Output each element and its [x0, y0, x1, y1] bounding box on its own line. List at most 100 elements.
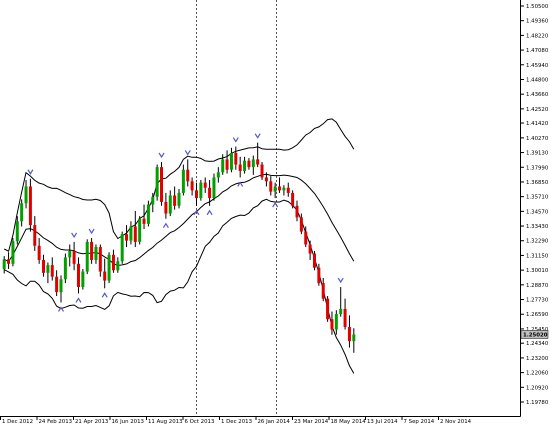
fractal-markers [27, 133, 344, 312]
candle [42, 254, 46, 277]
candle-body [120, 234, 124, 262]
price-tick-label: 1.48220 [526, 33, 549, 39]
time-tick-label: 2 Nov 2014 [440, 419, 472, 425]
price-tick-label: 1.19780 [526, 400, 549, 406]
candle [343, 298, 347, 330]
candle-body [347, 326, 351, 342]
fractal-down-marker [57, 306, 65, 312]
candle-body [24, 186, 28, 204]
candle-body [334, 314, 338, 330]
fractal-down-marker [101, 292, 108, 298]
candle [146, 200, 150, 227]
fractal-down-marker [75, 297, 82, 303]
time-tick-label: 21 Apr 2013 [75, 419, 108, 425]
candle-body [151, 196, 155, 205]
candle [85, 239, 89, 275]
fractal-up-marker [254, 133, 261, 139]
candle [120, 231, 124, 264]
candle-body [273, 186, 277, 192]
price-tick-label: 1.32290 [526, 239, 549, 245]
candle [24, 180, 28, 209]
candle [28, 178, 32, 232]
candle-body [190, 181, 194, 191]
candle [37, 238, 41, 264]
candle [326, 296, 330, 322]
candle-body [234, 152, 238, 165]
candle [308, 240, 312, 260]
candle [94, 244, 98, 264]
candle-body [33, 225, 37, 246]
candle [208, 180, 212, 206]
candle-body [133, 226, 137, 242]
candle-body [221, 159, 225, 173]
candle [103, 258, 107, 289]
candle [269, 176, 273, 196]
plot-area [0, 0, 520, 416]
candle-body [81, 271, 85, 288]
candle [291, 190, 295, 209]
candle-body [299, 217, 303, 232]
candle [181, 164, 185, 196]
candle-body [216, 172, 220, 178]
candle [20, 199, 24, 227]
price-tick-label: 1.42520 [526, 107, 549, 113]
price-tick-label: 1.22060 [526, 371, 549, 377]
candle-body [264, 177, 268, 182]
candle-body [247, 160, 251, 168]
candle-body [186, 169, 190, 182]
candle-body [286, 187, 290, 193]
candle [155, 164, 159, 201]
candle-body [7, 259, 11, 264]
candle [107, 252, 111, 284]
candle [15, 216, 19, 245]
candle [199, 180, 203, 201]
candle-body [160, 167, 164, 202]
time-axis[interactable]: 1 Dec 2012 24 Feb 2013 21 Apr 2013 16 Jun 2… [0, 416, 472, 425]
candle-body [312, 253, 316, 268]
price-tick-label: 1.25450 [526, 327, 549, 333]
candle [286, 182, 290, 197]
candle-body [68, 250, 72, 258]
candles [2, 142, 356, 353]
candle-body [208, 187, 212, 199]
candle-body [339, 308, 343, 315]
time-tick-label: 23 Mar 2014 [294, 419, 329, 425]
candle-body [295, 205, 299, 218]
price-tick-label: 1.47080 [526, 48, 549, 54]
candle-body [72, 250, 76, 264]
candle [234, 146, 238, 170]
candle-body [317, 267, 321, 284]
price-tick-label: 1.44800 [526, 77, 549, 83]
candle [63, 253, 67, 284]
candle [55, 270, 59, 297]
bollinger-upper-band [3, 118, 355, 252]
candle [321, 277, 325, 302]
candle-body [59, 279, 63, 293]
candle [229, 147, 233, 173]
price-tick-label: 1.39130 [526, 151, 549, 157]
fractal-down-marker [193, 209, 200, 216]
candle [278, 177, 282, 193]
price-axis[interactable]: 1.50500 1.49360 1.48220 1.47080 1.45940 1.448… [520, 4, 549, 406]
candle [50, 257, 54, 281]
current-price-marker: 1.25020 [520, 330, 549, 339]
time-tick-label: 16 Jun 2013 [112, 419, 144, 425]
candle [247, 158, 251, 170]
candle [186, 159, 190, 187]
time-tick-label: 7 Sep 2014 [404, 419, 435, 425]
candle-body [11, 241, 15, 264]
price-tick-label: 1.28870 [526, 283, 549, 289]
candle-body [42, 259, 46, 273]
candle [251, 155, 255, 175]
candle-body [212, 177, 216, 199]
price-tick-label: 1.26590 [526, 312, 549, 318]
fractal-up-marker [71, 232, 78, 239]
candle-body [203, 182, 207, 188]
price-tick-label: 1.50500 [526, 4, 549, 10]
candle-body [50, 265, 54, 277]
price-tick-label: 1.27730 [526, 298, 549, 304]
candle-body [116, 261, 120, 271]
candle-body [90, 241, 94, 260]
fractal-down-marker [206, 209, 213, 216]
fractal-down-marker [272, 201, 279, 208]
